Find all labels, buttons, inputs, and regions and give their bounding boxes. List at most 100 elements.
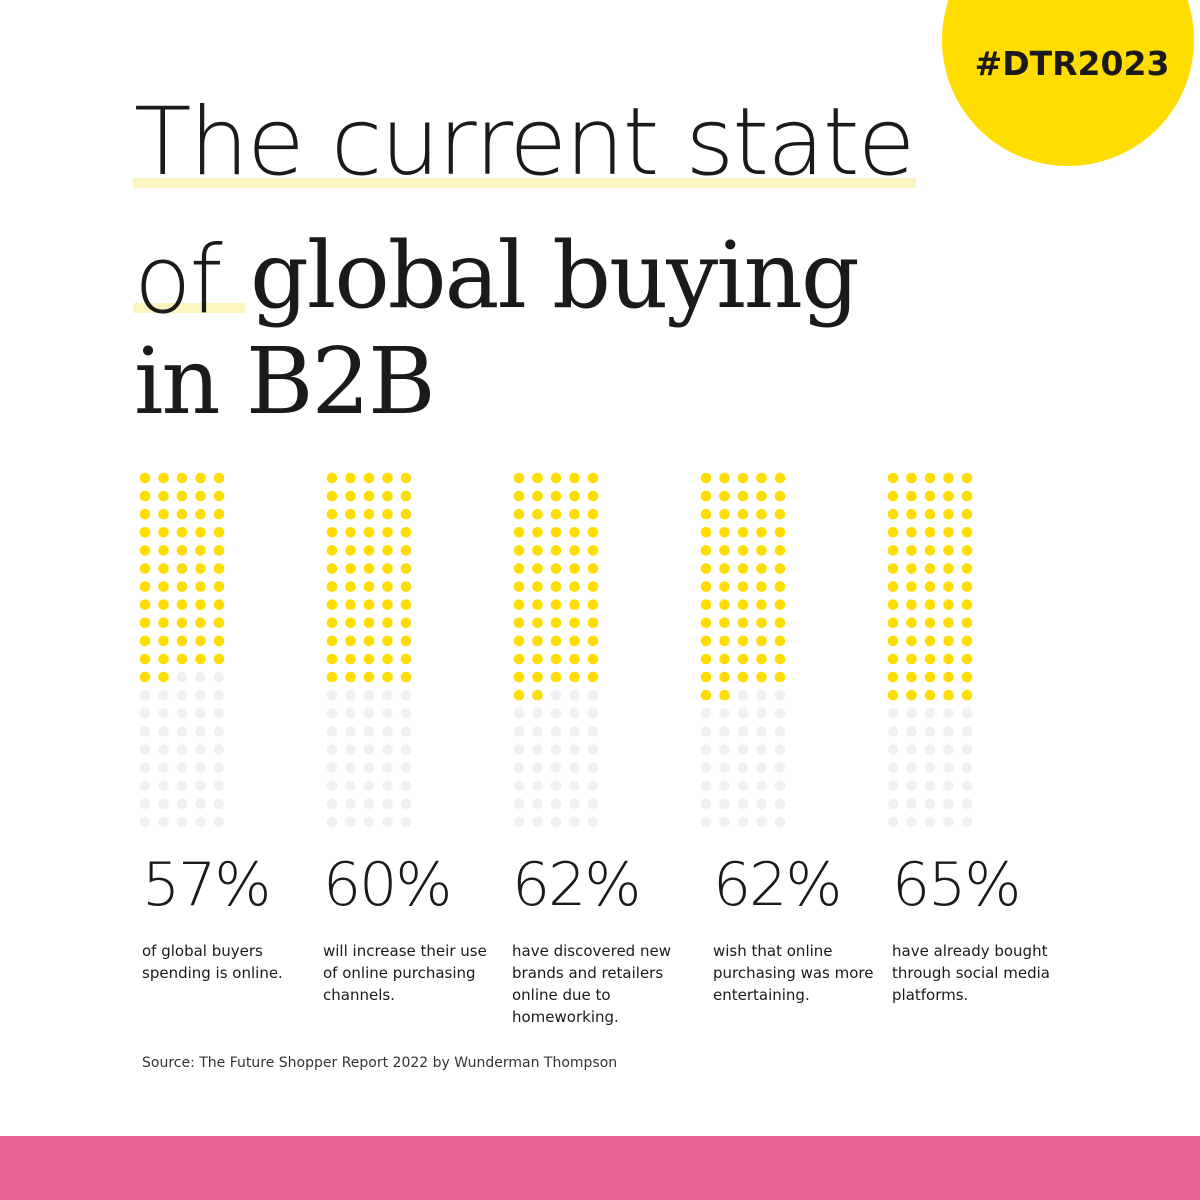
dot — [719, 490, 730, 502]
dot — [961, 798, 973, 810]
waffle-chart — [139, 472, 973, 828]
dot — [195, 762, 206, 773]
dot — [158, 617, 169, 629]
dot — [532, 617, 543, 629]
dot — [345, 744, 356, 755]
dot — [887, 762, 899, 773]
dot — [513, 472, 525, 484]
waffle-column — [887, 472, 973, 828]
dot — [213, 599, 225, 610]
dot — [961, 617, 973, 629]
dot — [139, 744, 151, 755]
dot — [569, 671, 580, 683]
dot — [382, 472, 393, 484]
dot — [887, 563, 899, 574]
dot — [943, 581, 954, 592]
dot — [924, 671, 936, 683]
dot — [176, 472, 188, 484]
dot — [513, 671, 525, 683]
dot — [756, 671, 767, 683]
dot — [737, 490, 749, 502]
dot — [382, 490, 393, 502]
dot — [887, 671, 899, 683]
dot — [569, 472, 580, 484]
dot — [587, 563, 599, 574]
waffle-column — [326, 472, 412, 828]
dot — [513, 581, 525, 592]
dot — [737, 708, 749, 719]
dot — [363, 798, 375, 810]
dot — [700, 599, 712, 610]
dot — [719, 689, 730, 701]
dot — [774, 653, 786, 665]
dot — [700, 472, 712, 484]
dot — [176, 726, 188, 737]
dot — [532, 671, 543, 683]
dot — [924, 653, 936, 665]
dot — [943, 490, 954, 502]
dot — [363, 472, 375, 484]
description: have discovered new brands and retailers… — [512, 942, 671, 1026]
dot — [587, 581, 599, 592]
dot — [737, 563, 749, 574]
dot — [700, 563, 712, 574]
dot — [700, 744, 712, 755]
dot — [587, 798, 599, 810]
source: Source: The Future Shopper Report 2022 b… — [142, 1055, 618, 1071]
dot — [887, 816, 899, 828]
dot — [513, 563, 525, 574]
dot — [213, 816, 225, 828]
dot — [532, 563, 543, 574]
dot — [924, 581, 936, 592]
dot — [400, 708, 412, 719]
dot — [363, 508, 375, 520]
dot — [400, 545, 412, 556]
dot — [943, 617, 954, 629]
dot — [513, 798, 525, 810]
dot — [326, 635, 338, 647]
dot — [943, 762, 954, 773]
dot — [195, 744, 206, 755]
dot — [569, 563, 580, 574]
dot — [400, 635, 412, 647]
dot — [906, 726, 917, 737]
dot — [363, 599, 375, 610]
value-label: 65% — [892, 850, 1021, 920]
dot — [326, 762, 338, 773]
dot — [532, 816, 543, 828]
dot — [550, 581, 562, 592]
dot — [513, 726, 525, 737]
dot — [737, 689, 749, 701]
dot — [943, 635, 954, 647]
dot — [139, 762, 151, 773]
dot — [532, 780, 543, 791]
dot — [195, 726, 206, 737]
dot — [326, 617, 338, 629]
dot — [774, 671, 786, 683]
dot — [587, 689, 599, 701]
dot — [961, 527, 973, 538]
dot — [213, 653, 225, 665]
dot — [906, 689, 917, 701]
dot — [158, 472, 169, 484]
dot — [195, 545, 206, 556]
dot — [345, 527, 356, 538]
dot — [139, 635, 151, 647]
dot — [756, 816, 767, 828]
dot — [737, 653, 749, 665]
dot — [961, 689, 973, 701]
dot — [550, 617, 562, 629]
dot — [382, 780, 393, 791]
description: wish that online purchasing was more ent… — [713, 942, 874, 1004]
dot — [158, 599, 169, 610]
dot — [924, 563, 936, 574]
dot — [569, 635, 580, 647]
dot — [345, 508, 356, 520]
dot — [139, 527, 151, 538]
dot — [363, 635, 375, 647]
dot — [719, 780, 730, 791]
dot — [513, 490, 525, 502]
dot — [382, 744, 393, 755]
dot — [213, 635, 225, 647]
